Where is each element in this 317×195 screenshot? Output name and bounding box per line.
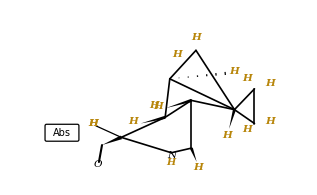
Text: H: H (265, 117, 275, 127)
Polygon shape (140, 116, 165, 123)
Text: H: H (150, 101, 159, 110)
Text: H: H (153, 102, 163, 111)
Polygon shape (102, 136, 122, 145)
Polygon shape (229, 109, 236, 129)
Text: H: H (242, 74, 252, 83)
Text: H: H (88, 119, 98, 128)
Text: H: H (230, 67, 239, 76)
FancyBboxPatch shape (45, 124, 79, 141)
Text: H: H (223, 131, 232, 140)
Text: H: H (193, 163, 203, 172)
Text: H: H (172, 50, 182, 59)
Polygon shape (190, 148, 197, 162)
Text: Abs: Abs (53, 128, 71, 138)
Text: H: H (128, 117, 138, 127)
Text: O: O (93, 160, 102, 169)
Text: H: H (88, 119, 98, 128)
Text: N: N (167, 151, 176, 160)
Polygon shape (166, 99, 192, 108)
Text: H: H (167, 158, 176, 167)
Text: H: H (265, 79, 275, 88)
Text: H: H (191, 33, 201, 42)
Text: H: H (242, 125, 252, 134)
